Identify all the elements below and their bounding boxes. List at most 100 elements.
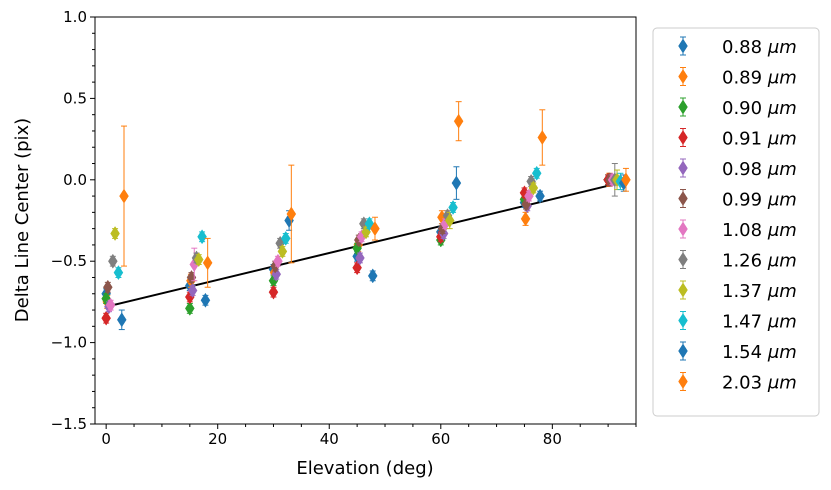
legend-item: 0.91 μm <box>678 128 797 150</box>
data-point <box>187 283 198 298</box>
data-point <box>116 312 127 328</box>
legend-label: 0.91 μm <box>722 129 797 150</box>
data-point <box>451 175 462 191</box>
legend-label: 0.98 μm <box>722 159 797 180</box>
data-point <box>280 230 291 246</box>
legend-marker <box>678 282 688 298</box>
data-point <box>370 221 380 237</box>
legend-marker <box>678 38 688 54</box>
legend-label: 1.54 μm <box>722 342 797 363</box>
data-point <box>355 250 365 266</box>
legend-marker <box>678 160 688 176</box>
legend-label: 0.89 μm <box>722 68 797 89</box>
plot-frame <box>94 16 637 425</box>
data-marks <box>101 101 631 331</box>
data-point <box>531 165 542 181</box>
x-tick-label: 80 <box>543 430 562 448</box>
x-tick-label: 40 <box>320 430 339 448</box>
legend-item: 1.08 μm <box>678 219 797 241</box>
legend-marker <box>678 343 688 359</box>
data-point <box>113 265 124 281</box>
legend-marker <box>678 252 688 267</box>
data-point <box>108 253 118 269</box>
y-tick-label: −1.5 <box>51 415 87 433</box>
legend-item: 0.98 μm <box>678 158 797 180</box>
x-tick-label: 20 <box>208 430 227 448</box>
legend-label: 0.88 μm <box>722 37 797 58</box>
legend-marker <box>678 99 688 115</box>
legend-unit: μm <box>767 342 797 363</box>
data-point <box>621 172 631 188</box>
legend-label: 0.90 μm <box>722 98 797 119</box>
legend-item: 0.99 μm <box>678 189 797 211</box>
legend-unit: μm <box>767 37 797 58</box>
legend-unit: μm <box>767 98 797 119</box>
data-point <box>101 310 111 326</box>
legend-unit: μm <box>767 251 797 272</box>
legend-unit: μm <box>767 68 797 89</box>
data-point <box>200 292 211 308</box>
series-2-03 <box>119 101 631 288</box>
legend-unit: μm <box>767 159 797 180</box>
legend-marker <box>678 221 688 237</box>
legend-item: 1.54 μm <box>678 341 797 363</box>
legend-unit: μm <box>767 281 797 302</box>
data-point <box>448 200 458 215</box>
legend-unit: μm <box>767 129 797 150</box>
data-point <box>286 206 297 222</box>
data-point <box>367 268 378 284</box>
legend-marker <box>678 130 688 145</box>
legend-item: 0.90 μm <box>678 97 797 119</box>
data-point <box>105 297 116 313</box>
data-point <box>110 226 120 241</box>
legend-item: 0.88 μm <box>678 36 797 58</box>
x-axis-ticks: 0 20 40 60 80 <box>101 424 637 448</box>
legend-label: 1.08 μm <box>722 220 797 241</box>
legend-item: 1.37 μm <box>678 280 797 302</box>
y-tick-label: 0.5 <box>63 89 87 107</box>
y-tick-label: 0.0 <box>63 171 87 189</box>
data-point <box>268 284 279 300</box>
data-point <box>273 253 283 269</box>
data-point <box>520 211 531 227</box>
data-point <box>202 255 213 271</box>
y-tick-label: −0.5 <box>51 252 87 270</box>
legend-item: 0.89 μm <box>678 67 797 89</box>
legend-label: 1.37 μm <box>722 281 797 302</box>
legend-marker <box>678 374 688 389</box>
legend-label: 0.99 μm <box>722 190 797 211</box>
legend-item: 1.26 μm <box>678 250 797 272</box>
legend-marker <box>678 313 688 328</box>
x-tick-label: 60 <box>431 430 450 448</box>
data-point <box>185 300 195 316</box>
data-point <box>528 180 539 196</box>
data-point <box>193 252 204 268</box>
data-point <box>119 188 129 204</box>
legend-item: 1.47 μm <box>678 311 797 333</box>
data-point <box>444 213 455 228</box>
legend-marker <box>678 69 688 84</box>
legend-marker <box>678 191 688 206</box>
data-point <box>277 243 288 259</box>
data-point <box>535 188 545 204</box>
legend-label: 2.03 μm <box>722 373 797 394</box>
y-tick-label: −1.0 <box>51 334 87 352</box>
legend-label: 1.47 μm <box>722 312 797 333</box>
legend-unit: μm <box>767 190 797 211</box>
y-axis-label: Delta Line Center (pix) <box>12 118 33 322</box>
data-point <box>103 279 113 295</box>
legend-unit: μm <box>767 220 797 241</box>
legend-label: 1.26 μm <box>722 251 797 272</box>
legend: 0.88 μm 0.89 μm 0.90 μm 0.91 μm 0.98 μm 0.99 … <box>678 36 797 394</box>
legend-frame <box>652 27 820 417</box>
legend-item: 2.03 μm <box>678 372 797 394</box>
legend-unit: μm <box>767 312 797 333</box>
data-point <box>453 113 464 129</box>
legend-unit: μm <box>767 373 797 394</box>
data-point <box>197 229 207 245</box>
x-tick-label: 0 <box>101 430 111 448</box>
y-tick-label: 1.0 <box>63 8 87 26</box>
data-point <box>537 130 548 145</box>
y-axis-ticks: −1.5 −1.0 −0.5 0.0 0.5 1.0 <box>51 8 95 433</box>
